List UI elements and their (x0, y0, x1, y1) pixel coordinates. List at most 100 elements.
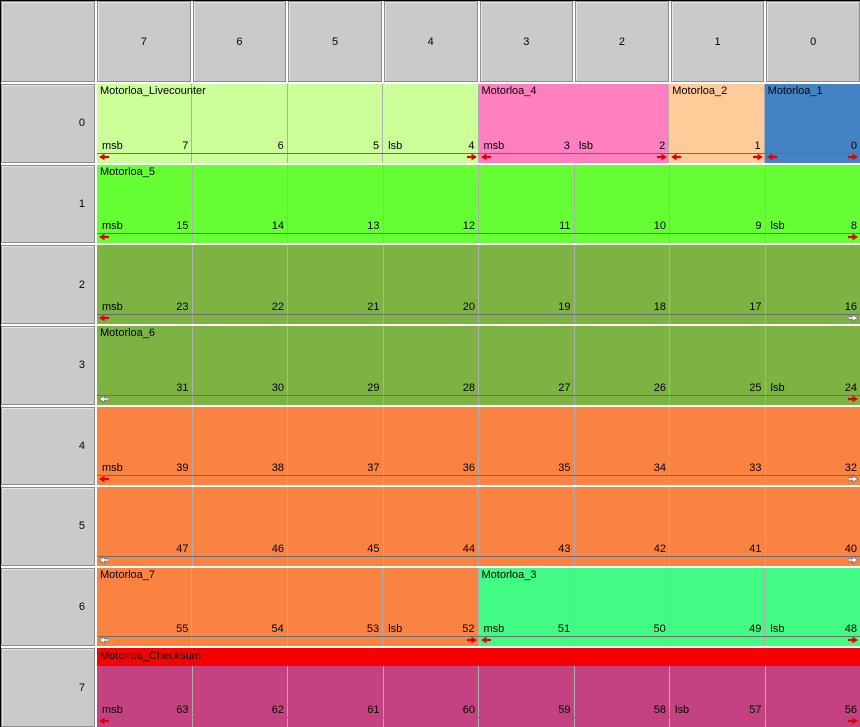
row-wrap-arrow-icon (99, 394, 109, 403)
bit-cell-41[interactable]: 41 (670, 487, 766, 566)
bit-cell-8[interactable]: lsb 8 (766, 165, 860, 244)
bit-number-label: 9 (755, 220, 762, 233)
bit-cell-11[interactable]: 11 (479, 164, 575, 244)
signal-segment-motorloa_checksum[interactable]: Motorloa_Checksum msb 63 62 61 60 59 58 lsb 57 56 (97, 648, 860, 727)
byte-row-4: msb 39 38 37 36 35 34 33 32 (97, 406, 860, 486)
bit-cell-26[interactable]: 26 (575, 325, 670, 405)
column-header-label: 2 (618, 35, 625, 48)
bit-cell-51[interactable]: msb 51 (479, 567, 575, 647)
bit-cell-56[interactable]: 56 (766, 648, 860, 727)
bit-cell-36[interactable]: 36 (384, 406, 479, 486)
signal-segment-unnamed[interactable]: 47 46 45 44 43 42 41 40 (97, 487, 860, 566)
bit-cell-42[interactable]: 42 (575, 487, 670, 566)
bit-cell-34[interactable]: 34 (575, 406, 670, 486)
bit-cell-15[interactable]: msb 15 (97, 164, 193, 244)
bit-number-label: 21 (367, 300, 380, 313)
bit-cell-38[interactable]: 38 (193, 406, 288, 486)
bit-number-label: 25 (749, 381, 762, 394)
signal-segment-unnamed[interactable]: msb 39 38 37 36 35 34 33 32 (97, 406, 860, 486)
signal-segment-motorloa_livecounter[interactable]: Motorloa_Livecounter msb 7 6 5 lsb 4 (97, 84, 479, 163)
signal-segment-unnamed[interactable]: msb 23 22 21 20 19 18 17 16 (97, 245, 860, 324)
bit-cell-37[interactable]: 37 (288, 406, 384, 486)
signal-segment-motorloa_5[interactable]: Motorloa_5 msb 15 14 13 12 11 10 9 lsb 8 (97, 164, 860, 244)
column-header-label: 3 (523, 35, 530, 48)
bit-cell-3[interactable]: msb 3 (479, 84, 574, 163)
bit-cell-43[interactable]: 43 (479, 487, 575, 566)
bit-cell-35[interactable]: 35 (479, 406, 575, 486)
bit-cell-21[interactable]: 21 (288, 245, 384, 324)
bit-cell-39[interactable]: msb 39 (97, 406, 193, 486)
bit-cell-12[interactable]: 12 (384, 164, 479, 244)
bit-cell-33[interactable]: 33 (670, 406, 766, 486)
bit-cell-60[interactable]: 60 (384, 648, 479, 727)
signal-segment-motorloa_6[interactable]: Motorloa_6 31 30 29 28 27 26 25 lsb 24 (97, 325, 860, 405)
bit-cell-30[interactable]: 30 (193, 325, 288, 405)
bit-cell-55[interactable]: 55 (97, 567, 193, 647)
bit-cell-23[interactable]: msb 23 (97, 245, 193, 324)
bit-cell-29[interactable]: 29 (288, 325, 384, 405)
msb-label: msb (483, 623, 505, 636)
bit-cell-47[interactable]: 47 (97, 487, 193, 566)
byte-row-2: msb 23 22 21 20 19 18 17 16 (97, 245, 860, 324)
bit-cell-45[interactable]: 45 (288, 487, 384, 566)
bit-cell-2[interactable]: lsb 2 (574, 84, 670, 163)
column-header-bit-7: 7 (97, 1, 191, 82)
bit-cell-1[interactable]: 1 (669, 84, 765, 163)
bit-number-label: 27 (558, 381, 571, 394)
bit-cell-14[interactable]: 14 (193, 164, 288, 244)
bit-cell-16[interactable]: 16 (766, 245, 860, 324)
bit-number-label: 49 (749, 623, 762, 636)
bit-number-label: 36 (462, 462, 475, 475)
bit-cell-59[interactable]: 59 (479, 648, 575, 727)
bit-cell-52[interactable]: lsb 52 (383, 567, 479, 647)
bit-cell-17[interactable]: 17 (670, 245, 766, 324)
bit-cell-6[interactable]: 6 (192, 84, 288, 163)
bit-cell-62[interactable]: 62 (193, 648, 288, 727)
column-header-bit-1: 1 (670, 1, 765, 82)
bit-cell-22[interactable]: 22 (193, 245, 288, 324)
bit-cell-10[interactable]: 10 (575, 164, 670, 244)
signal-segment-motorloa_1[interactable]: Motorloa_1 0 (764, 84, 860, 163)
signal-extent-line (97, 152, 479, 154)
bit-number-label: 14 (271, 220, 284, 233)
bit-cell-61[interactable]: 61 (288, 648, 384, 727)
lsb-label: lsb (675, 704, 690, 716)
bit-cell-0[interactable]: 0 (765, 84, 860, 163)
bit-cell-20[interactable]: 20 (384, 245, 479, 324)
bit-cell-27[interactable]: 27 (479, 325, 575, 405)
bit-cell-31[interactable]: 31 (97, 325, 193, 405)
bit-cell-53[interactable]: 53 (288, 567, 384, 647)
bit-cell-57[interactable]: lsb 57 (670, 648, 766, 727)
bit-cell-19[interactable]: 19 (479, 245, 575, 324)
signal-segment-motorloa_4[interactable]: Motorloa_4 msb 3 lsb 2 (478, 84, 670, 163)
signal-segment-motorloa_2[interactable]: Motorloa_2 1 (669, 84, 765, 163)
bit-cell-28[interactable]: 28 (384, 325, 479, 405)
bit-cell-54[interactable]: 54 (192, 567, 288, 647)
bit-cell-63[interactable]: msb 63 (97, 648, 193, 727)
bit-cell-18[interactable]: 18 (575, 245, 670, 324)
bit-cell-32[interactable]: 32 (766, 407, 860, 486)
bit-cell-5[interactable]: 5 (288, 84, 384, 163)
bit-cell-24[interactable]: lsb 24 (766, 326, 860, 405)
bit-cell-4[interactable]: lsb 4 (383, 84, 479, 163)
signal-segment-motorloa_3[interactable]: Motorloa_3 msb 51 50 49 lsb 48 (478, 567, 860, 647)
bit-cell-49[interactable]: 49 (670, 567, 766, 647)
msb-label: msb (102, 300, 123, 313)
bit-cell-7[interactable]: msb 7 (97, 84, 193, 163)
bit-cell-25[interactable]: 25 (670, 325, 766, 405)
msb-label: msb (102, 462, 123, 475)
bit-cell-44[interactable]: 44 (384, 487, 479, 566)
bit-cell-50[interactable]: 50 (574, 567, 670, 647)
bit-cell-58[interactable]: 58 (575, 648, 670, 727)
bit-cell-40[interactable]: 40 (766, 487, 860, 566)
lsb-end-arrow-icon (848, 233, 858, 241)
column-header-label: 0 (810, 35, 817, 48)
signal-extent-line (478, 636, 860, 638)
bit-cell-46[interactable]: 46 (193, 487, 288, 566)
msb-end-arrow-icon (480, 153, 491, 161)
signal-segment-motorloa_7[interactable]: Motorloa_7 55 54 53 lsb 52 (97, 567, 479, 647)
bit-number-label: 10 (653, 220, 666, 233)
bit-cell-48[interactable]: lsb 48 (765, 568, 860, 647)
bit-cell-13[interactable]: 13 (288, 164, 384, 244)
bit-cell-9[interactable]: 9 (670, 164, 766, 244)
